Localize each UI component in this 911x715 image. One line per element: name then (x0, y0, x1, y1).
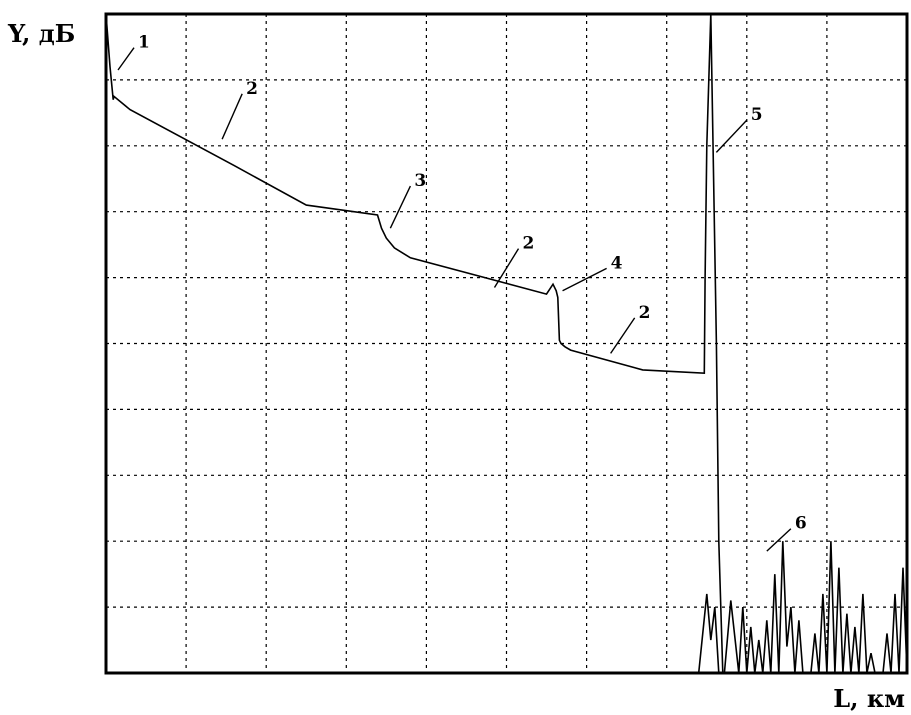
marker-2: 2 (610, 303, 651, 354)
marker-leader-line (766, 528, 792, 552)
marker-leader-line (389, 185, 412, 229)
trace-line-2 (697, 541, 908, 674)
marker-leader-line (562, 267, 607, 292)
marker-leader-line (610, 317, 636, 354)
marker-5: 5 (715, 105, 763, 153)
marker-2: 2 (221, 79, 258, 140)
marker-label: 5 (751, 105, 763, 125)
plot-frame (104, 12, 909, 675)
marker-label: 6 (795, 514, 807, 534)
marker-1: 1 (117, 33, 150, 71)
marker-2: 2 (493, 234, 535, 288)
marker-label: 2 (523, 234, 535, 254)
marker-label: 2 (639, 303, 651, 323)
grid (106, 14, 907, 673)
marker-leader-line (117, 47, 135, 71)
marker-4: 4 (562, 253, 623, 292)
y-axis-label: Y, дБ (8, 19, 76, 48)
marker-3: 3 (389, 171, 426, 229)
marker-6: 6 (766, 514, 807, 552)
x-axis-label: L, км (833, 684, 905, 713)
marker-label: 2 (246, 79, 258, 99)
marker-leader-line (715, 119, 748, 153)
marker-leader-line (221, 93, 243, 140)
trace-line-1 (105, 13, 724, 674)
markers: 1 2 3 2 4 2 5 6 (117, 33, 807, 552)
marker-label: 1 (138, 33, 150, 53)
marker-label: 4 (611, 253, 623, 273)
marker-label: 3 (414, 171, 426, 191)
marker-leader-line (493, 248, 520, 288)
